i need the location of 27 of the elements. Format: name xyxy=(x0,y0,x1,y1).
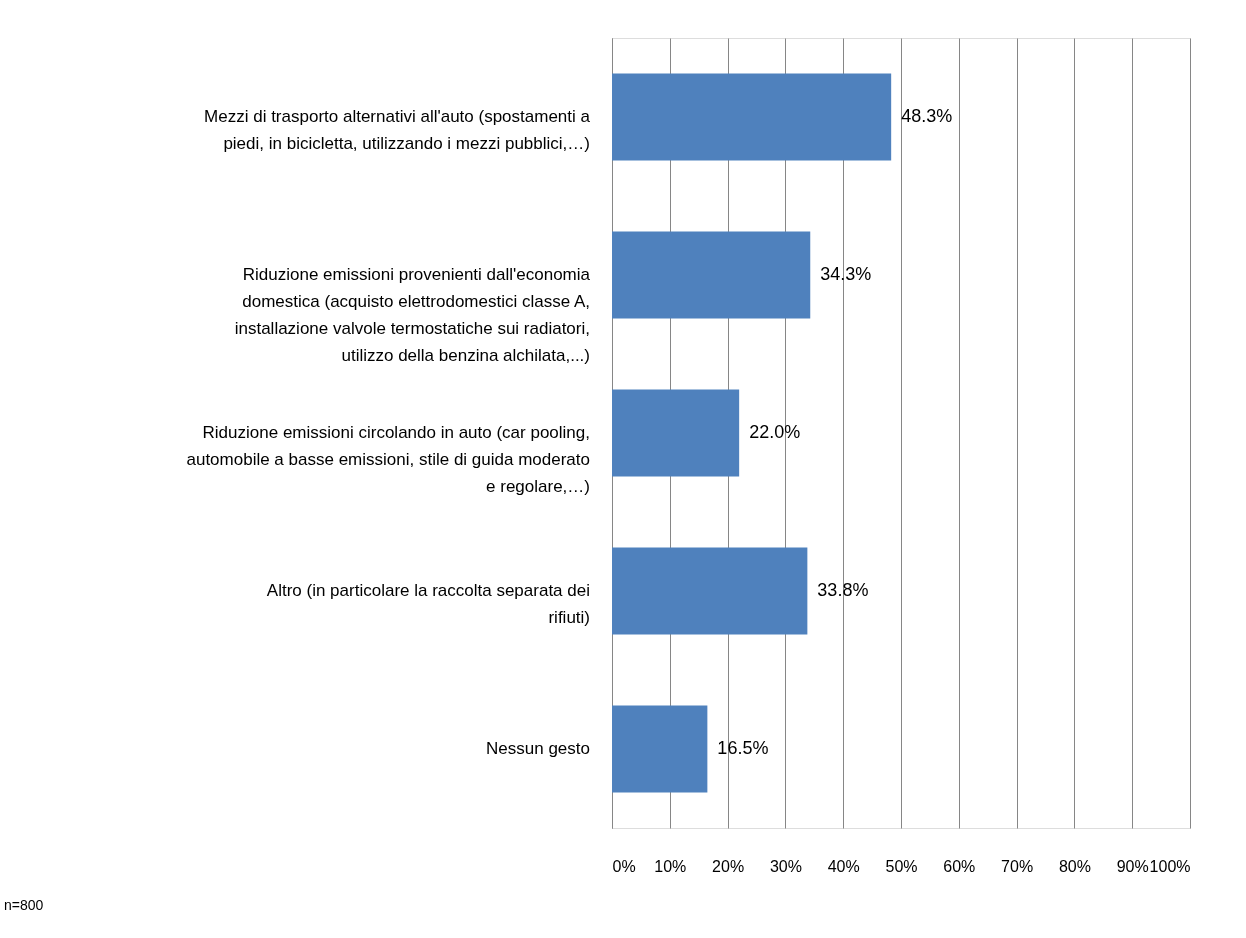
x-tick-label: 50% xyxy=(885,857,918,875)
x-tick-label: 90% xyxy=(1116,857,1149,875)
data-label: 16.5% xyxy=(717,738,769,758)
y-tick-label: Riduzione emissioni provenienti dall'economia domestica (acquisto elettrodomestici classe A, installazione valvole termostatiche sui radiatori, utilizzo della benzina alchilata,...) xyxy=(234,265,591,365)
x-tick-label: 0% xyxy=(612,857,636,875)
bar xyxy=(612,73,892,161)
y-tick-label: Mezzi di trasporto alternativi all'auto (spostamenti a piedi, in bicicletta, utilizzando i mezzi pubblici,…) xyxy=(204,107,591,153)
data-label: 22.0% xyxy=(749,422,801,442)
x-tick-label: 20% xyxy=(712,857,745,875)
bar xyxy=(612,389,740,477)
data-label: 33.8% xyxy=(817,580,869,600)
bar xyxy=(612,705,708,793)
x-tick-label: 70% xyxy=(1001,857,1034,875)
bar xyxy=(612,231,811,319)
x-tick-label: 60% xyxy=(943,857,976,875)
y-tick-label: Nessun gesto xyxy=(486,739,590,758)
text: n=800 xyxy=(4,897,44,913)
y-tick-label: Altro (in particolare la raccolta separata dei rifiuti) xyxy=(266,581,590,627)
y-tick-label: Riduzione emissioni circolando in auto (car pooling, automobile a basse emissioni, stile di guida moderato e regolare,…) xyxy=(186,423,590,496)
x-tick-label: 40% xyxy=(827,857,860,875)
data-label: 48.3% xyxy=(901,106,953,126)
x-tick-label: 100% xyxy=(1149,857,1191,875)
x-tick-label: 30% xyxy=(769,857,802,875)
x-tick-label: 10% xyxy=(654,857,687,875)
bar xyxy=(612,547,808,635)
x-tick-label: 80% xyxy=(1058,857,1091,875)
data-label: 34.3% xyxy=(820,264,872,284)
